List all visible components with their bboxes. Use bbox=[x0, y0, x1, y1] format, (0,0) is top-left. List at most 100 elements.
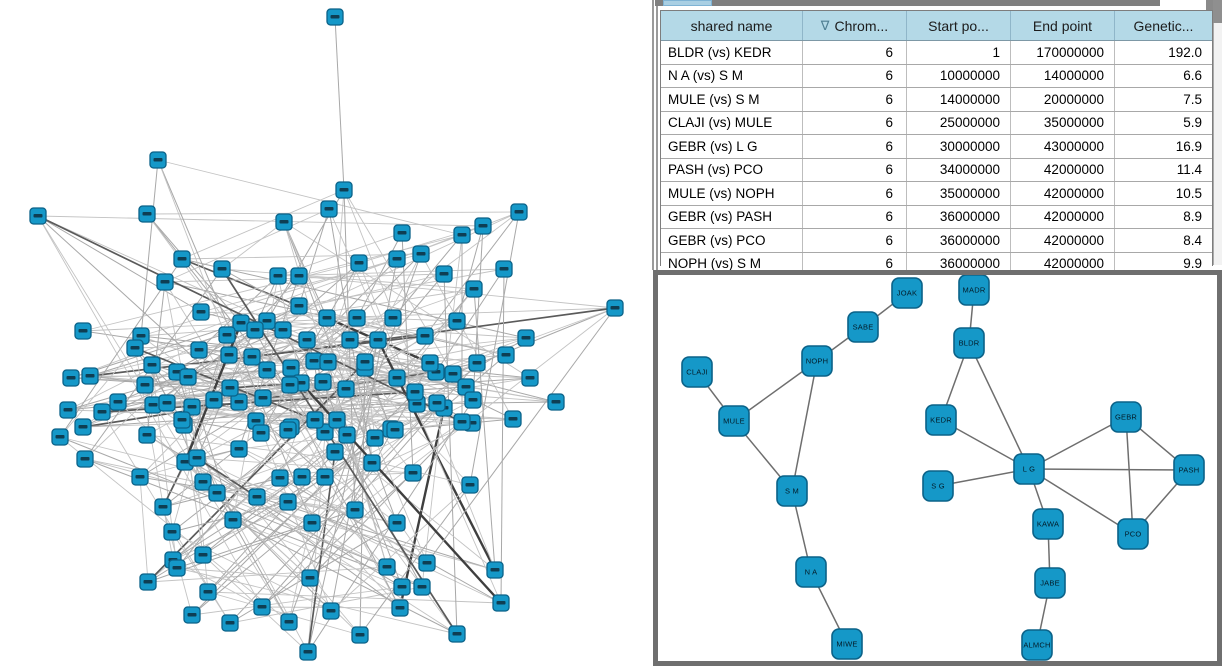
network-node[interactable]: GEBR bbox=[1110, 401, 1142, 433]
network-node[interactable] bbox=[461, 476, 479, 494]
network-node[interactable] bbox=[199, 583, 217, 601]
table-cell[interactable]: 11.4 bbox=[1176, 162, 1202, 178]
table-cell[interactable]: 36000000 bbox=[907, 205, 1011, 228]
table-cell[interactable]: BLDR (vs) KEDR bbox=[661, 41, 803, 64]
network-node[interactable] bbox=[306, 411, 324, 429]
table-cell[interactable]: 6 bbox=[803, 135, 907, 158]
network-node[interactable] bbox=[188, 449, 206, 467]
network-node[interactable] bbox=[136, 376, 154, 394]
table-cell[interactable]: 170000000 bbox=[1011, 41, 1115, 64]
network-node[interactable] bbox=[190, 341, 208, 359]
network-node[interactable] bbox=[173, 250, 191, 268]
table-cell[interactable]: 16.9 bbox=[1175, 138, 1202, 154]
network-node[interactable] bbox=[293, 468, 311, 486]
table-cell[interactable]: 25000000 bbox=[907, 111, 1011, 134]
table-cell[interactable]: GEBR (vs) PASH bbox=[661, 205, 803, 228]
table-cell[interactable]: 6.6 bbox=[1183, 68, 1202, 84]
network-node[interactable] bbox=[253, 598, 271, 616]
table-cell[interactable]: 6 bbox=[803, 182, 907, 205]
node-shape[interactable] bbox=[922, 470, 954, 502]
network-node[interactable] bbox=[341, 331, 359, 349]
node-shape[interactable] bbox=[958, 275, 990, 306]
network-node[interactable] bbox=[205, 391, 223, 409]
table-scrollbar-thumb[interactable] bbox=[1213, 0, 1222, 23]
network-node[interactable] bbox=[457, 378, 475, 396]
table-cell[interactable]: 20000000 bbox=[1011, 88, 1115, 111]
network-node[interactable] bbox=[492, 594, 510, 612]
network-node[interactable] bbox=[547, 393, 565, 411]
network-node[interactable] bbox=[232, 314, 250, 332]
network-node[interactable] bbox=[453, 413, 471, 431]
network-node[interactable] bbox=[468, 354, 486, 372]
table-cell[interactable]: 6 bbox=[803, 158, 907, 181]
network-node[interactable]: N A bbox=[795, 556, 827, 588]
network-node[interactable] bbox=[320, 200, 338, 218]
network-edge[interactable] bbox=[1028, 468, 1190, 471]
network-node[interactable] bbox=[510, 203, 528, 221]
network-node[interactable] bbox=[109, 393, 127, 411]
network-node[interactable] bbox=[521, 369, 539, 387]
network-node[interactable] bbox=[218, 326, 236, 344]
network-node[interactable] bbox=[282, 359, 300, 377]
network-node[interactable] bbox=[413, 578, 431, 596]
table-scrollbar-track[interactable] bbox=[1213, 6, 1222, 265]
node-shape[interactable] bbox=[718, 405, 750, 437]
network-node[interactable] bbox=[163, 523, 181, 541]
network-node[interactable] bbox=[208, 484, 226, 502]
network-node[interactable]: S M bbox=[776, 475, 808, 507]
network-node[interactable] bbox=[338, 426, 356, 444]
network-node[interactable] bbox=[275, 213, 293, 231]
network-node[interactable] bbox=[406, 383, 424, 401]
panel-splitter[interactable] bbox=[652, 0, 654, 270]
network-node[interactable] bbox=[299, 643, 317, 661]
network-node[interactable] bbox=[76, 450, 94, 468]
network-node[interactable] bbox=[350, 254, 368, 272]
network-node[interactable] bbox=[274, 321, 292, 339]
table-cell[interactable]: 8.9 bbox=[1183, 209, 1202, 225]
table-cell[interactable]: 6 bbox=[803, 41, 907, 64]
network-edge[interactable] bbox=[1125, 416, 1134, 535]
table-cell[interactable]: MULE (vs) S M bbox=[661, 88, 803, 111]
network-node[interactable] bbox=[301, 569, 319, 587]
table-cell[interactable]: 6 bbox=[803, 252, 907, 275]
table-cell[interactable]: 8.4 bbox=[1183, 232, 1202, 248]
network-node[interactable] bbox=[474, 217, 492, 235]
network-node[interactable]: S G bbox=[922, 470, 954, 502]
network-node[interactable]: MIWE bbox=[831, 628, 863, 660]
table-row[interactable]: MULE (vs) S M 6 14000000 20000000 7.5 bbox=[661, 88, 1212, 112]
table-cell[interactable]: 35000000 bbox=[907, 182, 1011, 205]
network-node[interactable] bbox=[74, 418, 92, 436]
network-node[interactable]: MULE bbox=[718, 405, 750, 437]
network-node[interactable] bbox=[290, 297, 308, 315]
table-cell[interactable]: MULE (vs) NOPH bbox=[661, 182, 803, 205]
table-cell[interactable]: 7.5 bbox=[1183, 91, 1202, 107]
network-node[interactable]: NOPH bbox=[801, 345, 833, 377]
column-header[interactable]: End point bbox=[1011, 11, 1115, 40]
network-node[interactable] bbox=[335, 181, 353, 199]
network-node[interactable] bbox=[448, 625, 466, 643]
network-node[interactable] bbox=[337, 380, 355, 398]
network-node[interactable]: KAWA bbox=[1032, 508, 1064, 540]
network-node[interactable]: CLAJI bbox=[681, 356, 713, 388]
network-node[interactable] bbox=[59, 401, 77, 419]
node-shape[interactable] bbox=[681, 356, 713, 388]
network-node[interactable] bbox=[303, 514, 321, 532]
table-cell[interactable]: 36000000 bbox=[907, 252, 1011, 275]
network-node[interactable] bbox=[221, 379, 239, 397]
network-node[interactable] bbox=[386, 421, 404, 439]
table-cell[interactable]: 42000000 bbox=[1011, 252, 1115, 275]
network-node[interactable] bbox=[314, 373, 332, 391]
network-node[interactable]: SABE bbox=[847, 311, 879, 343]
network-node[interactable] bbox=[279, 493, 297, 511]
network-node[interactable] bbox=[74, 322, 92, 340]
network-node[interactable] bbox=[384, 309, 402, 327]
network-node[interactable] bbox=[149, 151, 167, 169]
network-node[interactable] bbox=[497, 346, 515, 364]
table-cell[interactable]: 35000000 bbox=[1011, 111, 1115, 134]
network-node[interactable] bbox=[258, 361, 276, 379]
table-cell[interactable]: 10000000 bbox=[907, 64, 1011, 87]
network-node[interactable] bbox=[221, 614, 239, 632]
network-node[interactable] bbox=[348, 309, 366, 327]
network-node[interactable] bbox=[412, 245, 430, 263]
network-node[interactable] bbox=[138, 426, 156, 444]
